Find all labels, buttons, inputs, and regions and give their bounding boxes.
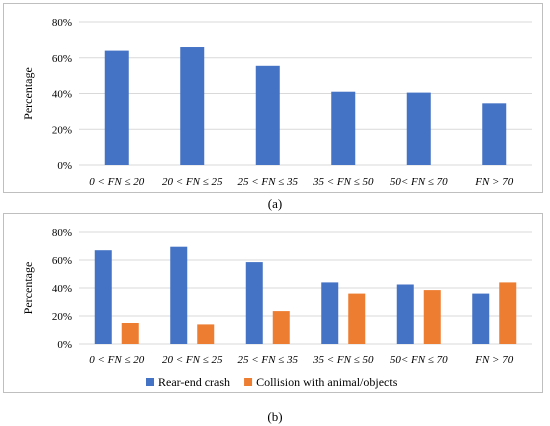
bar-series2 <box>348 293 366 344</box>
y-tick-label: 60% <box>52 53 72 65</box>
y-axis-label: Percentage <box>21 262 35 315</box>
chart-b: 0% 20% 40% 60% 80% Percentage 0 < FN ≤ 20 20 < … <box>21 227 532 389</box>
bar-series1 <box>180 47 205 165</box>
y-tick-label: 80% <box>52 17 72 29</box>
bar-series1 <box>472 293 490 344</box>
bar-series2 <box>499 282 517 344</box>
caption-a: (a) <box>0 196 550 212</box>
y-tick-label: 20% <box>52 311 72 323</box>
x-tick-label: 35 < FN ≤ 50 <box>312 176 374 188</box>
y-tick-label: 40% <box>52 89 72 101</box>
x-tick-label: 0 < FN ≤ 20 <box>89 176 145 188</box>
y-tick-label: 80% <box>52 227 72 239</box>
legend-swatch <box>244 378 253 386</box>
bar-series2 <box>197 324 215 344</box>
x-tick-label: 35 < FN ≤ 50 <box>312 354 374 366</box>
caption-b-text: (b) <box>267 409 283 424</box>
bar-series1 <box>331 91 356 165</box>
y-tick-label: 60% <box>52 255 72 267</box>
caption-a-text: (a) <box>267 196 283 211</box>
x-tick-label: 20 < FN ≤ 25 <box>162 176 223 188</box>
bar-series2 <box>272 311 290 344</box>
bar-series1 <box>104 50 129 165</box>
legend-label: Collision with animal/objects <box>256 375 398 389</box>
y-axis-label: Percentage <box>21 67 35 120</box>
bar-series1 <box>482 103 507 165</box>
y-tick-label: 0% <box>57 160 72 172</box>
bar-series1 <box>255 65 280 165</box>
chart-panel-b: 0% 20% 40% 60% 80% Percentage 0 < FN ≤ 20 20 < … <box>3 213 543 393</box>
bar-series2 <box>423 290 441 344</box>
chart-panel-a: 0% 20% 40% 60% 80% Percentage 0 < FN ≤ 20 20 < … <box>3 3 543 193</box>
y-tick-label: 40% <box>52 283 72 295</box>
bar-series1 <box>396 284 414 344</box>
x-tick-label: 25 < FN ≤ 35 <box>237 176 298 188</box>
y-tick-label: 20% <box>52 124 72 136</box>
x-tick-label: 0 < FN ≤ 20 <box>89 354 145 366</box>
bar-series1 <box>170 246 188 344</box>
bar-series1 <box>406 92 431 165</box>
x-tick-label: 50< FN ≤ 70 <box>390 354 448 366</box>
x-tick-label: 20 < FN ≤ 25 <box>162 354 223 366</box>
caption-b: (b) <box>0 409 550 425</box>
bar-series2 <box>121 323 139 344</box>
x-tick-label: 25 < FN ≤ 35 <box>237 354 298 366</box>
x-tick-label: 50< FN ≤ 70 <box>390 176 448 188</box>
chart-a: 0% 20% 40% 60% 80% Percentage 0 < FN ≤ 20 20 < … <box>21 17 532 188</box>
y-tick-label: 0% <box>57 339 72 351</box>
x-tick-label: FN > 70 <box>474 354 513 366</box>
bar-series1 <box>94 250 112 344</box>
legend-swatch <box>146 378 154 386</box>
x-tick-label: FN > 70 <box>474 176 513 188</box>
legend-label: Rear-end crash <box>158 375 230 389</box>
bar-series1 <box>321 282 339 344</box>
bar-series1 <box>245 262 263 344</box>
